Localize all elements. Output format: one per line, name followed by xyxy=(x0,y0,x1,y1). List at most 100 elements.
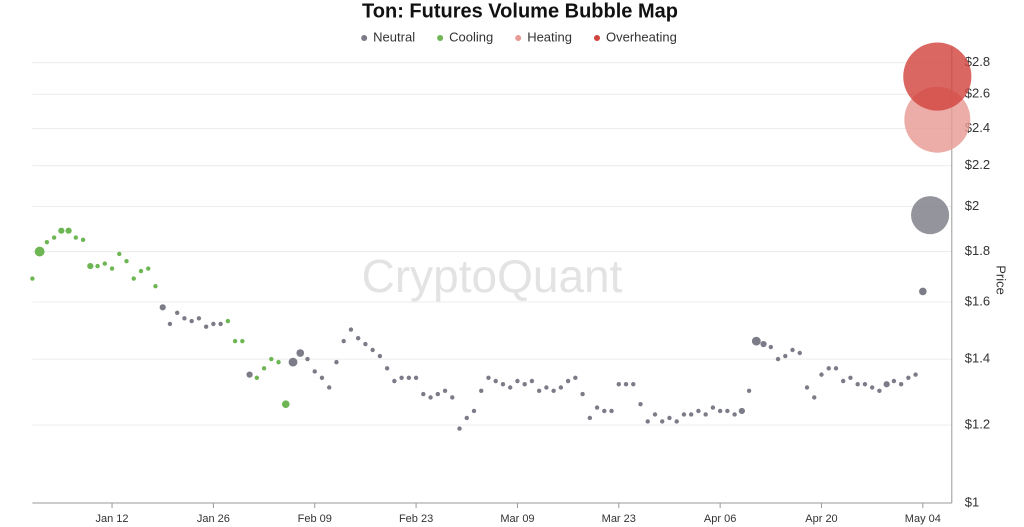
y-tick-label: $1.2 xyxy=(965,416,990,431)
bubble xyxy=(768,344,774,350)
bubble xyxy=(732,412,737,417)
grid: $1 $1.2 $1.4 $1.6 $1.8 $2 $2.2 $2.4 $2.6 $2.8 Jan … xyxy=(32,47,990,525)
bubble xyxy=(551,388,556,393)
bubble xyxy=(334,359,339,365)
bubble xyxy=(587,415,593,421)
bubble xyxy=(348,327,354,332)
bubble xyxy=(906,375,911,381)
legend-label: Heating xyxy=(527,29,572,44)
bubble xyxy=(240,338,245,344)
bubble xyxy=(515,378,520,384)
bubble xyxy=(660,419,665,424)
bubble xyxy=(109,266,115,271)
legend-label: Cooling xyxy=(449,29,493,44)
bubble xyxy=(877,388,882,393)
legend-label: Neutral xyxy=(373,29,415,44)
bubble xyxy=(153,284,158,289)
bubble xyxy=(281,400,290,408)
legend-marker xyxy=(361,35,368,41)
bubble xyxy=(674,419,679,424)
bubble xyxy=(725,408,730,414)
bubble xyxy=(87,262,94,270)
bubble xyxy=(261,366,267,371)
bubble xyxy=(638,401,643,407)
bubble xyxy=(276,359,281,365)
bubble xyxy=(911,196,950,235)
x-tick-label: Feb 23 xyxy=(399,513,433,525)
bubble xyxy=(296,349,305,357)
bubble xyxy=(363,341,368,347)
bubble xyxy=(913,372,918,377)
bubble xyxy=(196,316,202,321)
bubble xyxy=(218,321,223,327)
bubble xyxy=(413,375,419,381)
bubble xyxy=(464,415,469,421)
bubble xyxy=(479,388,484,393)
bubble xyxy=(203,324,209,329)
bubble xyxy=(703,412,708,417)
y-tick-label: $1 xyxy=(965,494,979,509)
bubble xyxy=(804,385,810,390)
bubble xyxy=(65,227,72,234)
watermark: CryptoQuant xyxy=(362,250,623,302)
bubble xyxy=(507,385,513,390)
legend-marker xyxy=(437,35,444,41)
x-tick-label: Jan 26 xyxy=(197,513,230,525)
bubble xyxy=(486,375,491,381)
x-tick-label: Mar 23 xyxy=(602,513,636,525)
legend-marker xyxy=(594,35,600,41)
bubble xyxy=(903,42,972,111)
x-tick-label: Jan 12 xyxy=(96,513,129,525)
bubble xyxy=(131,276,136,281)
bubble xyxy=(117,251,122,257)
bubble xyxy=(189,318,194,324)
bubble xyxy=(73,235,79,240)
bubble xyxy=(370,347,375,353)
bubble xyxy=(500,382,506,387)
bubble xyxy=(826,366,831,371)
bubble xyxy=(848,375,853,381)
bubble xyxy=(102,261,107,266)
bubble xyxy=(232,338,238,344)
bubble xyxy=(319,375,325,381)
bubble xyxy=(919,287,927,296)
bubble xyxy=(898,382,904,387)
bubble xyxy=(529,378,535,384)
bubble xyxy=(616,382,621,387)
bubble xyxy=(797,350,802,356)
bubble xyxy=(58,227,65,234)
bubble xyxy=(341,338,346,344)
bubble xyxy=(254,375,260,381)
bubble xyxy=(269,356,274,362)
bubble xyxy=(869,385,875,390)
y-tick-label: $2.2 xyxy=(965,157,990,172)
y-axis-label: Price xyxy=(994,265,1009,295)
bubble xyxy=(819,372,824,377)
bubble xyxy=(790,347,795,353)
bubble xyxy=(855,382,860,387)
x-tick-label: Apr 06 xyxy=(704,513,736,525)
x-tick-label: May 04 xyxy=(905,513,941,525)
bubble xyxy=(602,408,607,414)
bubble xyxy=(95,263,100,269)
bubble xyxy=(710,405,716,410)
bubble xyxy=(558,385,564,390)
bubble xyxy=(138,268,144,274)
y-tick-label: $1.4 xyxy=(965,351,990,366)
y-tick-label: $2 xyxy=(965,198,979,213)
bubble xyxy=(399,375,404,381)
bubble xyxy=(645,419,650,424)
bubble xyxy=(211,321,216,327)
y-tick-label: $1.8 xyxy=(965,243,990,258)
bubble xyxy=(225,318,231,324)
bubble xyxy=(174,310,180,315)
chart-title: Ton: Futures Volume Bubble Map xyxy=(362,0,678,22)
bubble xyxy=(471,408,477,414)
bubble xyxy=(182,316,187,321)
bubble xyxy=(288,357,298,367)
bubble xyxy=(775,356,781,362)
bubble xyxy=(442,388,448,393)
bubble xyxy=(862,382,868,387)
bubble xyxy=(421,391,426,397)
